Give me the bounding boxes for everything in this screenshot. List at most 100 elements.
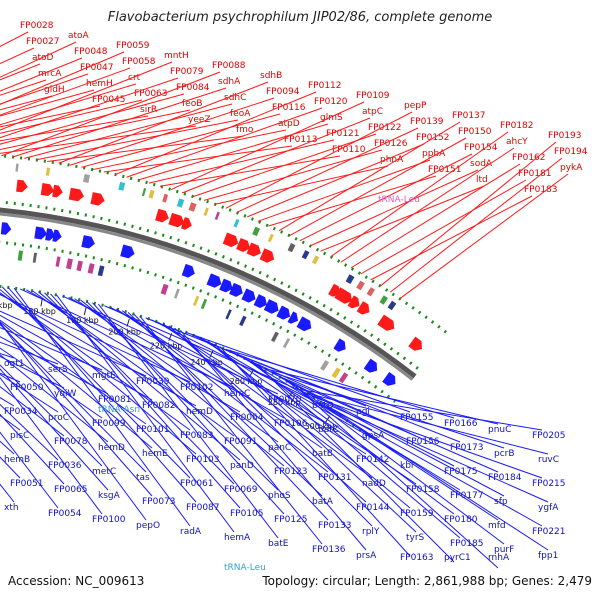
reverse-leader-8	[0, 355, 65, 389]
reverse-gene-label-69: FP0163	[400, 553, 434, 563]
cog-bar-outer-29	[83, 174, 90, 183]
reverse-leader-69	[219, 346, 411, 557]
forward-gene-label-34: FP0110	[332, 145, 366, 155]
cog-bar-outer-48	[287, 243, 296, 253]
reverse-gene-label-75: FP0185	[450, 539, 484, 549]
cog-bar-inner-55	[320, 360, 330, 371]
reverse-gene-44	[241, 288, 256, 303]
reverse-gene-label-4: hemB	[4, 455, 30, 465]
forward-leader-36	[181, 117, 371, 194]
reverse-gene-label-70: FP0166	[444, 419, 478, 429]
forward-leader-3	[0, 79, 47, 96]
forward-leader-28	[92, 129, 287, 171]
cog-bar-inner-38	[160, 283, 169, 295]
scale-tick-mark-6	[83, 307, 87, 316]
reverse-gene-label-21: FP0039	[136, 377, 170, 387]
forward-leader-15	[0, 61, 173, 131]
reverse-leader-76	[258, 365, 455, 563]
cog-bar-outer-25	[45, 167, 51, 176]
cog-bar-outer-49	[301, 250, 310, 260]
reverse-gene-label-10: FP0078	[54, 437, 88, 447]
forward-gene-label-22: sdhC	[224, 93, 246, 103]
forward-leader-23	[35, 119, 239, 161]
scale-tick-label-7: 200 kbp	[108, 327, 141, 336]
reverse-gene-41	[206, 273, 222, 288]
forward-gene-43	[246, 242, 261, 257]
cog-bar-inner-51	[282, 338, 291, 349]
reverse-leader-17	[0, 354, 109, 443]
forward-gene-label-39: phnA	[380, 155, 404, 165]
map-title: Flavobacterium psychrophilum JIP02/86, c…	[107, 10, 493, 25]
forward-leader-22	[24, 103, 233, 159]
reverse-leader-77	[263, 367, 499, 425]
forward-leader-6	[0, 57, 83, 92]
reverse-gene-label-16: FP0099	[92, 419, 126, 429]
cog-bar-inner-28	[55, 256, 61, 267]
reverse-gene-label-52: FP0131	[318, 473, 352, 483]
forward-gene-label-44: FP0151	[428, 165, 462, 175]
forward-leader-51	[340, 147, 515, 263]
forward-leader-57	[399, 173, 569, 300]
reverse-gene-label-73: FP0177	[450, 491, 484, 501]
forward-gene-label-9: FP0045	[92, 95, 126, 105]
reverse-gene-label-68: tyrS	[406, 533, 425, 543]
forward-leader-56	[389, 157, 563, 293]
forward-leader-12	[0, 83, 137, 126]
reverse-gene-48	[287, 311, 298, 324]
reverse-gene-label-51: batB	[312, 449, 333, 459]
reverse-gene-label-43: FP0106	[274, 419, 308, 429]
forward-gene-label-32: glmS	[320, 113, 343, 123]
cog-bar-outer-44	[252, 226, 260, 237]
scale-tick-label-12: 300 kbp	[305, 422, 338, 431]
forward-leader-33	[148, 139, 335, 184]
reverse-gene-53	[333, 338, 346, 352]
forward-leader-13	[0, 99, 143, 134]
scale-tick-label-6: 180 kbp	[66, 316, 99, 325]
forward-leader-24	[47, 135, 245, 162]
reverse-leader-83	[295, 386, 499, 569]
cog-bar-outer-39	[203, 207, 209, 216]
reverse-gene-47	[276, 305, 291, 320]
cog-bar-outer-36	[162, 193, 169, 203]
reverse-leader-87	[316, 399, 549, 503]
reverse-gene-label-61: rplY	[362, 527, 380, 537]
reverse-gene-label-54: FP0133	[318, 521, 352, 531]
reverse-leader-66	[202, 338, 417, 485]
reverse-gene-24	[34, 226, 47, 240]
forward-gene-label-35: FP0109	[356, 91, 390, 101]
backbone-shadow	[0, 207, 417, 379]
forward-gene-44	[259, 248, 275, 263]
reverse-gene-label-89: fpp1	[538, 551, 558, 561]
reverse-gene-label-36: FP0064	[230, 413, 264, 423]
dotted-ring-2	[0, 240, 397, 403]
reverse-leader-70	[225, 348, 455, 419]
reverse-gene-26	[52, 229, 62, 242]
genome-summary-text: Topology: circular; Length: 2,861,988 bp…	[262, 574, 592, 588]
reverse-leader-55	[139, 315, 323, 545]
reverse-leader-80	[279, 376, 505, 497]
forward-gene-label-18: feoB	[182, 99, 202, 109]
reverse-gene-label-83: rnhA	[488, 553, 510, 563]
forward-leader-9	[0, 105, 101, 128]
reverse-leader-22	[0, 314, 153, 401]
forward-gene-label-55: FP0193	[548, 131, 582, 141]
reverse-gene-label-11: FP0036	[48, 461, 82, 471]
forward-gene-label-2: atoD	[32, 53, 54, 63]
cog-bar-outer-42	[233, 219, 240, 228]
reverse-gene-label-60: FP0144	[356, 503, 390, 513]
reverse-gene-label-55: FP0136	[312, 545, 346, 555]
reverse-gene-label-42: FP0070	[268, 395, 302, 405]
reverse-gene-label-64: FP0156	[406, 437, 440, 447]
cog-bar-inner-56	[331, 367, 341, 379]
reverse-leader-39	[44, 292, 235, 485]
forward-leader-16	[0, 77, 179, 139]
scale-tick-mark-5	[40, 298, 43, 307]
reverse-leader-25	[0, 323, 147, 473]
reverse-leader-63	[185, 331, 411, 413]
forward-leader-43	[257, 159, 431, 222]
reverse-leader-59	[162, 323, 373, 479]
reverse-gene-label-78: pcrB	[494, 449, 515, 459]
reverse-leader-12	[0, 413, 65, 485]
reverse-gene-label-74: FP0180	[444, 515, 478, 525]
forward-gene-label-5: atoA	[68, 31, 90, 41]
